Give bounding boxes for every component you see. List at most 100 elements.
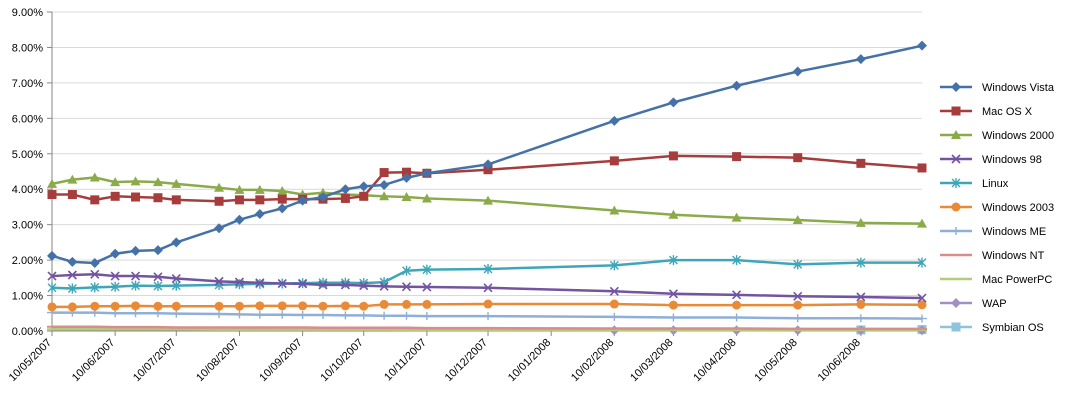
- data-point-mac-os-x: [153, 193, 162, 202]
- data-point-mac-os-x: [172, 195, 181, 204]
- y-axis: 0.00%1.00%2.00%3.00%4.00%5.00%6.00%7.00%…: [12, 7, 52, 338]
- data-point-windows-me: [609, 313, 619, 321]
- legend-item-mac-powerpc: Mac PowerPC: [940, 274, 1052, 286]
- x-axis: 10/05/2007 10/06/2007 10/07/2007 10/08/2007…: [7, 331, 863, 384]
- x-tick-label: 10/02/2008: [569, 337, 616, 384]
- data-point-mac-os-x: [48, 190, 57, 199]
- data-point-mac-os-x: [131, 193, 140, 202]
- data-point-windows-me: [402, 312, 412, 320]
- data-point-windows-2003: [131, 301, 140, 310]
- data-point-windows-2003: [610, 300, 619, 309]
- series-line-windows-vista: [52, 46, 922, 263]
- data-point-windows-me: [793, 314, 803, 322]
- data-point-windows-2003: [255, 301, 264, 310]
- data-point-mac-os-x: [111, 192, 120, 201]
- data-point-windows-me: [422, 312, 432, 320]
- legend-swatch-marker: [951, 298, 961, 308]
- x-tick-label: 10/12/2007: [443, 337, 490, 384]
- legend-item-windows-2000: Windows 2000: [940, 130, 1054, 142]
- y-tick-label: 3.00%: [12, 220, 43, 232]
- data-point-windows-2003: [68, 302, 77, 311]
- data-point-windows-vista: [379, 180, 389, 190]
- y-tick-label: 7.00%: [12, 78, 43, 90]
- legend-item-linux: Linux: [940, 178, 1009, 190]
- x-tick-label: 10/05/2008: [752, 337, 799, 384]
- x-tick-label: 10/10/2007: [318, 337, 365, 384]
- y-tick-label: 4.00%: [12, 184, 43, 196]
- data-point-mac-os-x: [856, 159, 865, 168]
- data-point-windows-2003: [278, 301, 287, 310]
- data-point-windows-me: [668, 314, 678, 322]
- x-tick-label: 10/06/2008: [816, 337, 863, 384]
- series-windows-me: [47, 309, 927, 323]
- data-point-windows-me: [171, 310, 181, 318]
- data-point-windows-2003: [484, 300, 493, 309]
- data-point-windows-vista: [609, 116, 619, 126]
- data-point-windows-vista: [67, 257, 77, 267]
- legend-item-windows-2003: Windows 2003: [940, 202, 1054, 214]
- legend-label: Symbian OS: [982, 322, 1044, 334]
- data-point-windows-2003: [359, 302, 368, 311]
- data-point-windows-2003: [380, 300, 389, 309]
- x-tick-label: 10/09/2007: [257, 337, 304, 384]
- data-point-mac-os-x: [255, 195, 264, 204]
- data-point-windows-2003: [732, 301, 741, 310]
- legend-label: Mac PowerPC: [982, 274, 1052, 286]
- data-point-mac-os-x: [341, 194, 350, 203]
- legend-label: WAP: [982, 298, 1007, 310]
- legend-item-wap: WAP: [940, 298, 1007, 310]
- legend-swatch-marker: [951, 82, 961, 92]
- data-point-windows-2003: [856, 300, 865, 309]
- data-point-windows-vista: [90, 258, 100, 268]
- data-point-mac-os-x: [918, 163, 927, 172]
- series-windows-nt: [47, 327, 927, 329]
- x-tick-label: 10/05/2007: [7, 337, 54, 384]
- data-point-windows-me: [277, 311, 287, 319]
- legend-label: Windows Vista: [982, 82, 1055, 94]
- data-point-windows-vista: [234, 215, 244, 225]
- data-point-windows-2003: [298, 301, 307, 310]
- data-point-windows-2003: [172, 302, 181, 311]
- legend-label: Windows 2000: [982, 130, 1054, 142]
- data-point-mac-os-x: [68, 190, 77, 199]
- data-point-windows-me: [732, 314, 742, 322]
- data-point-windows-me: [234, 310, 244, 318]
- data-point-windows-me: [131, 309, 141, 317]
- legend-label: Windows ME: [982, 226, 1046, 238]
- data-point-windows-vista: [277, 203, 287, 213]
- data-point-windows-vista: [131, 246, 141, 256]
- x-tick-label: 10/07/2007: [131, 337, 178, 384]
- legend-item-symbian-os: Symbian OS: [940, 322, 1044, 334]
- data-point-windows-2003: [90, 302, 99, 311]
- data-point-windows-vista: [340, 184, 350, 194]
- data-point-windows-vista: [171, 237, 181, 247]
- data-point-mac-os-x: [278, 195, 287, 204]
- data-point-windows-2003: [318, 302, 327, 311]
- data-point-mac-os-x: [793, 153, 802, 162]
- data-point-windows-me: [340, 311, 350, 319]
- y-tick-label: 0.00%: [12, 326, 43, 338]
- data-point-windows-2003: [153, 302, 162, 311]
- data-point-windows-vista: [153, 245, 163, 255]
- x-tick-label: 10/08/2007: [194, 337, 241, 384]
- y-tick-label: 1.00%: [12, 291, 43, 303]
- legend-label: Linux: [982, 178, 1009, 190]
- data-point-mac-os-x: [669, 151, 678, 160]
- y-tick-label: 5.00%: [12, 149, 43, 161]
- data-point-windows-2003: [48, 302, 57, 311]
- legend-label: Windows 2003: [982, 202, 1054, 214]
- x-tick-label: 10/06/2007: [70, 337, 117, 384]
- legend-item-windows-nt: Windows NT: [940, 250, 1045, 262]
- legend-label: Windows NT: [982, 250, 1045, 262]
- data-point-windows-2003: [235, 302, 244, 311]
- data-point-windows-me: [917, 315, 927, 323]
- x-tick-label: 10/01/2008: [506, 337, 553, 384]
- data-point-windows-vista: [793, 67, 803, 77]
- legend-swatch-marker: [952, 203, 961, 212]
- data-point-windows-me: [379, 312, 389, 320]
- data-point-mac-os-x: [359, 192, 368, 201]
- data-point-windows-vista: [110, 249, 120, 259]
